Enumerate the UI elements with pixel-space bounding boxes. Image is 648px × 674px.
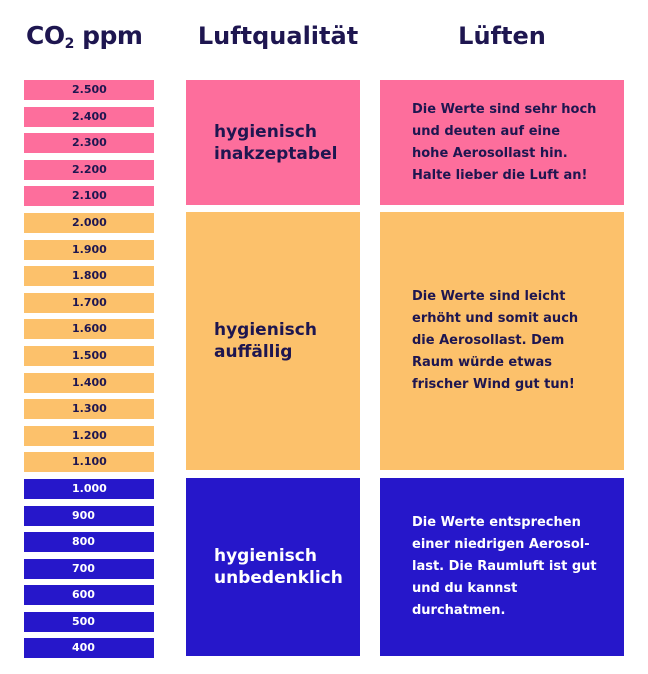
- scale-tick: 500: [24, 611, 154, 632]
- air-quality-header: Luftqualität: [197, 22, 359, 50]
- co2-main: CO: [26, 21, 65, 50]
- scale-tick: 1.100: [24, 452, 154, 473]
- advice-unacceptable: Die Werte sind sehr hoch und deuten auf …: [380, 80, 624, 205]
- scale-tick: 1.500: [24, 345, 154, 366]
- scale-tick: 2.500: [24, 80, 154, 100]
- scale-tick: 600: [24, 585, 154, 606]
- scale-tick: 1.400: [24, 372, 154, 393]
- quality-unacceptable: hygienisch inakzeptabel: [186, 80, 360, 205]
- advice-harmless: Die Werte entsprechen einer niedrigen Ae…: [380, 478, 624, 656]
- scale-tick: 2.000: [24, 212, 154, 233]
- scale-tick: 2.300: [24, 133, 154, 154]
- scale-tick: 2.100: [24, 186, 154, 207]
- scale-tick: 800: [24, 532, 154, 553]
- co2-subscript: 2: [64, 36, 75, 52]
- scale-tick: 2.400: [24, 106, 154, 127]
- quality-harmless: hygienisch unbedenklich: [186, 478, 360, 656]
- quality-conspicuous: hygienisch auffällig: [186, 212, 360, 470]
- scale-tick: 700: [24, 558, 154, 579]
- scale-tick: 1.900: [24, 239, 154, 260]
- co2-ppm-header: CO2 ppm: [26, 18, 143, 54]
- advice-conspicuous: Die Werte sind leicht erhöht und somit a…: [380, 212, 624, 470]
- scale-tick: 1.600: [24, 319, 154, 340]
- co2-unit: ppm: [73, 21, 143, 50]
- scale-tick: 1.700: [24, 292, 154, 313]
- ventilate-header: Lüften: [458, 22, 546, 50]
- scale-tick: 1.200: [24, 425, 154, 446]
- scale-tick: 1.000: [24, 478, 154, 499]
- scale-tick: 1.800: [24, 266, 154, 287]
- scale-tick: 400: [24, 638, 154, 659]
- scale-tick: 2.200: [24, 159, 154, 180]
- scale-tick: 900: [24, 505, 154, 526]
- co2-scale: 2.500 2.400 2.300 2.200 2.100 2.000 1.900 1.800…: [24, 80, 154, 665]
- scale-tick: 1.300: [24, 399, 154, 420]
